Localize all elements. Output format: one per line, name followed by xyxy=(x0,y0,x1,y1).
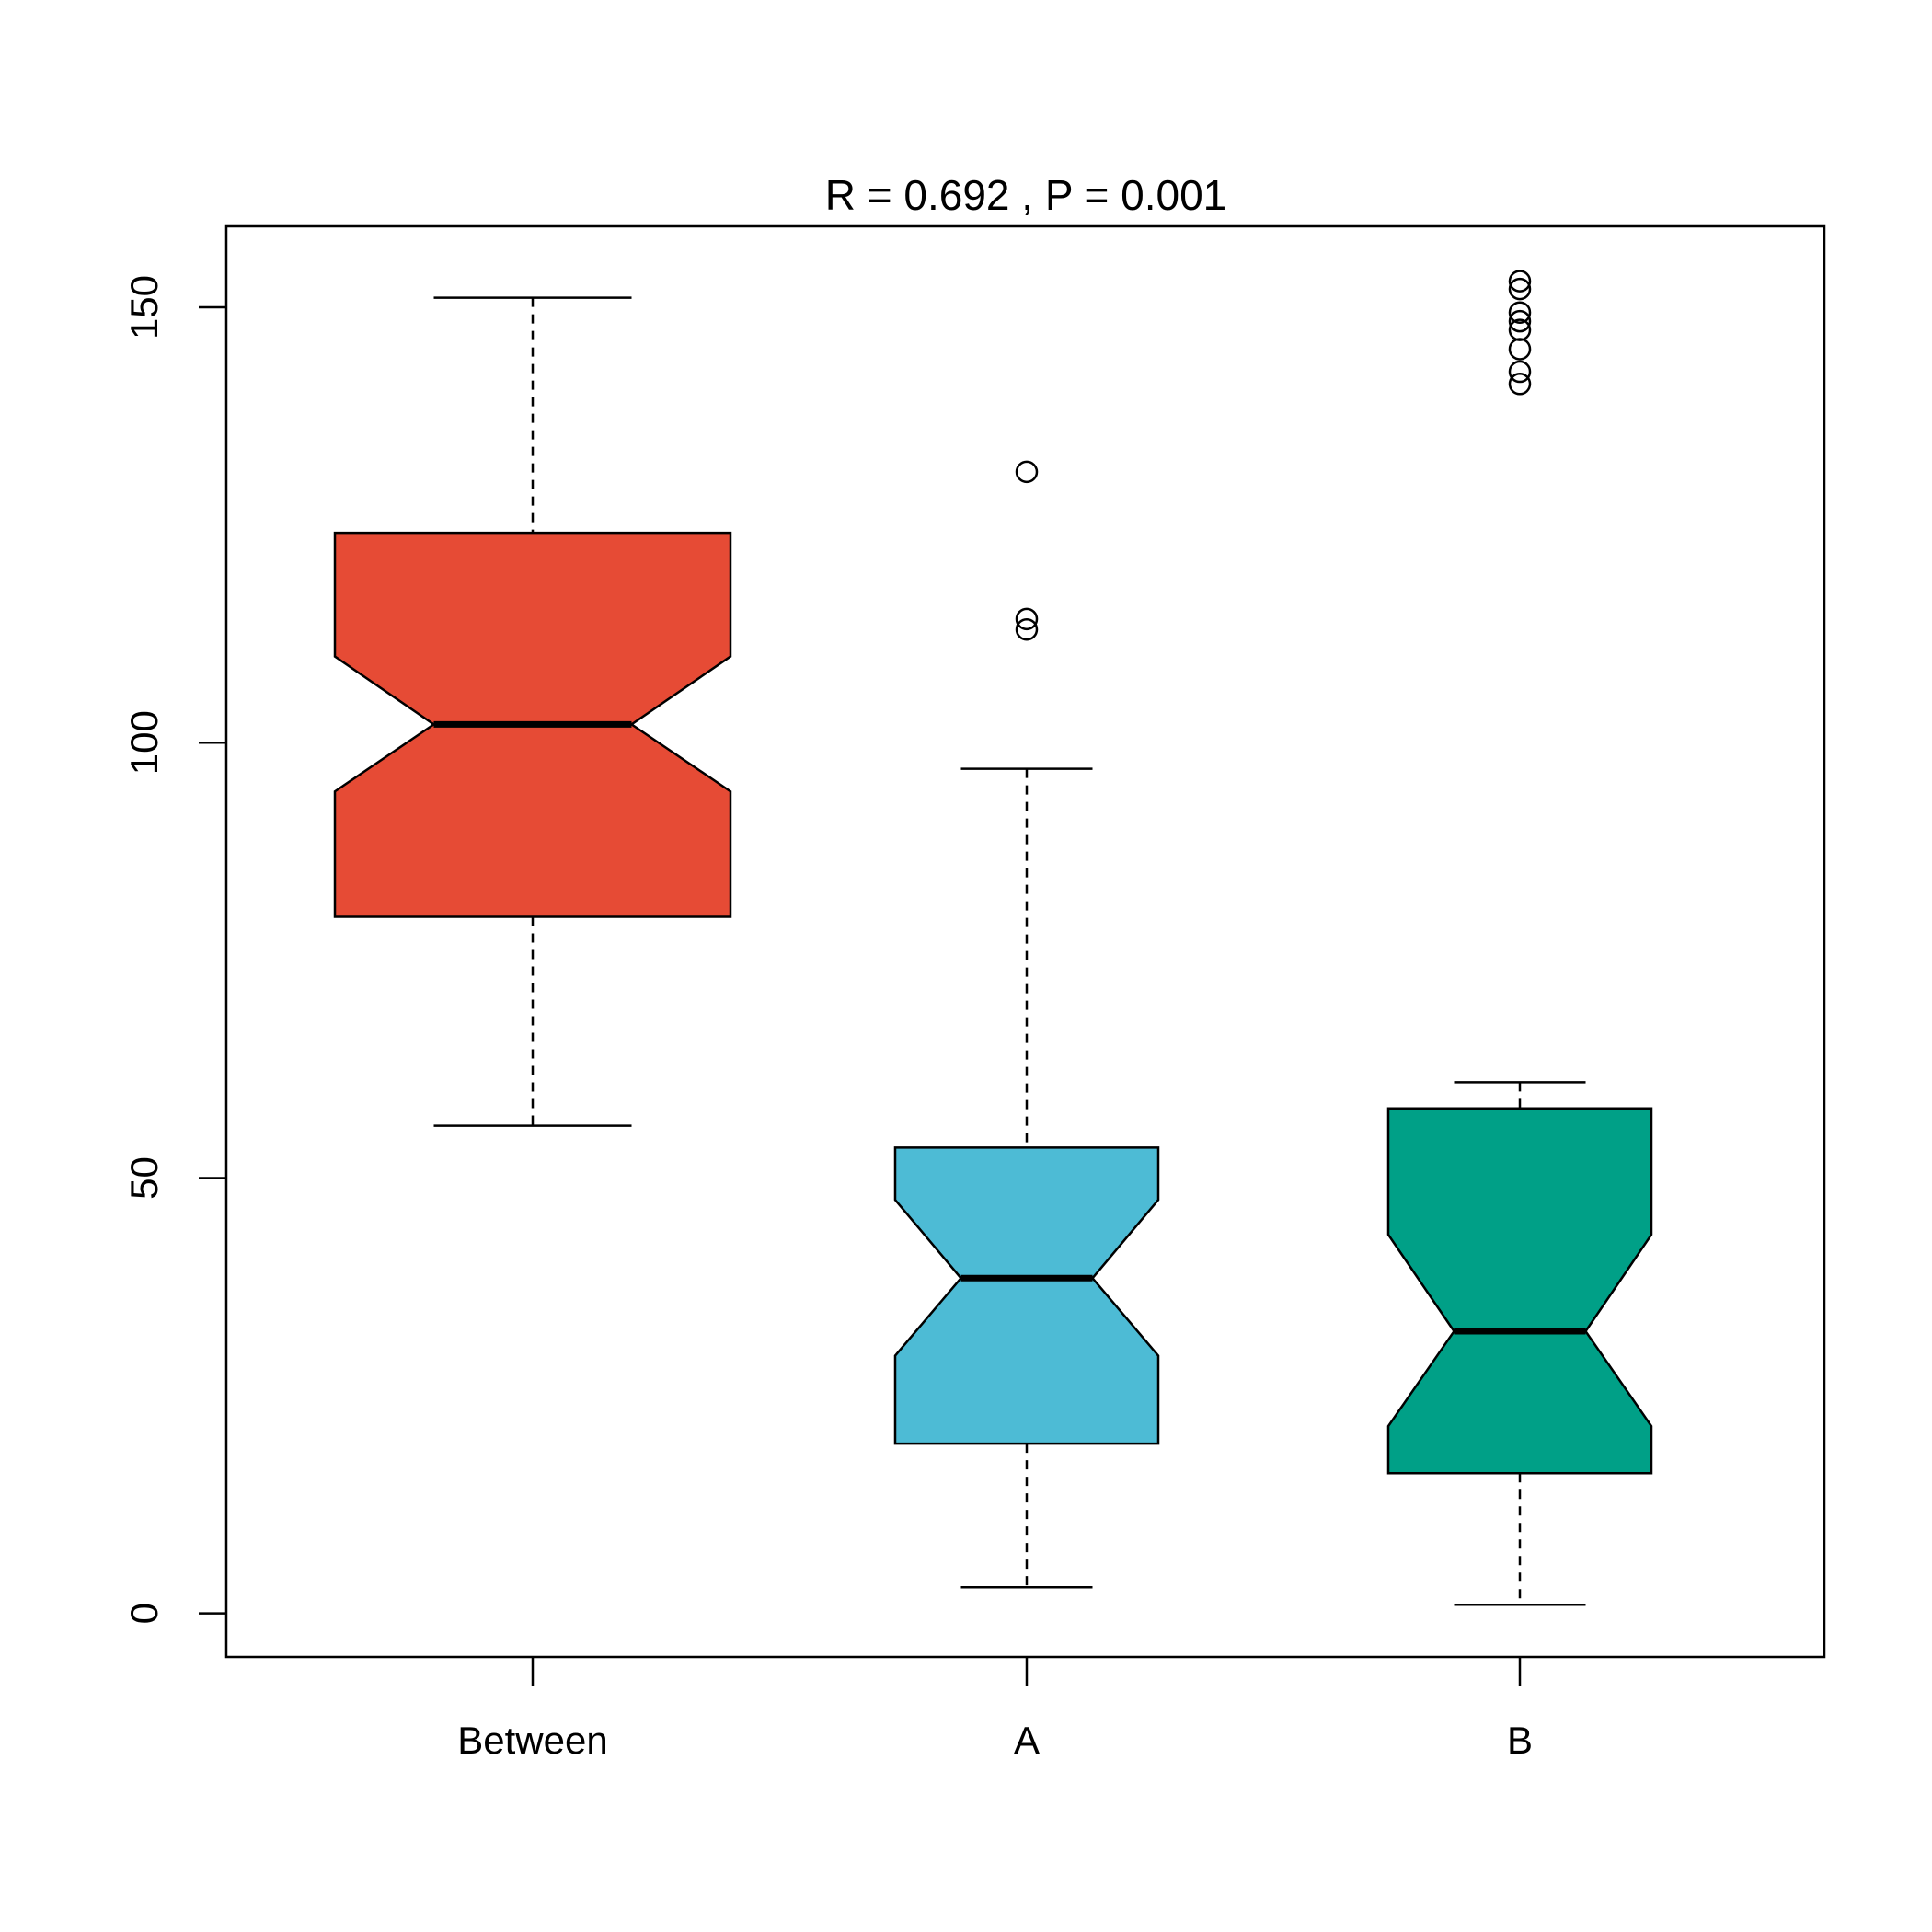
box xyxy=(1386,1107,1653,1475)
y-tick-label: 100 xyxy=(122,710,166,775)
x-tick-label: Between xyxy=(457,1719,607,1762)
outlier xyxy=(1508,301,1532,324)
outlier xyxy=(1508,338,1532,361)
x-tick-label: B xyxy=(1507,1719,1533,1762)
plot-frame xyxy=(224,224,1826,1659)
outlier xyxy=(1015,460,1039,484)
outlier xyxy=(1508,270,1532,293)
box xyxy=(893,1146,1160,1445)
outlier xyxy=(1015,607,1039,631)
chart-title: R = 0.692 , P = 0.001 xyxy=(825,171,1226,219)
outlier xyxy=(1508,309,1532,333)
outlier xyxy=(1508,373,1532,396)
y-tick-label: 50 xyxy=(122,1156,166,1200)
y-tick-label: 150 xyxy=(122,275,166,339)
outlier xyxy=(1015,617,1039,641)
outlier xyxy=(1508,277,1532,301)
outlier xyxy=(1508,360,1532,384)
y-tick-label: 0 xyxy=(122,1603,166,1624)
x-tick-label: A xyxy=(1014,1719,1040,1762)
